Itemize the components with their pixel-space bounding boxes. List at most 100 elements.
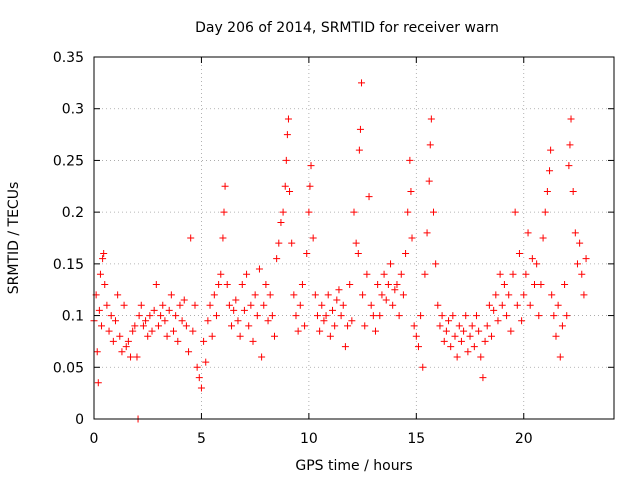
- data-point: [152, 281, 160, 289]
- axis-ticks: 0 5 10 15 20 0 0.05 0.1 0.15 0.2 0.25 0.3 0.35: [53, 50, 614, 447]
- data-point: [270, 332, 278, 340]
- data-point: [552, 332, 560, 340]
- data-point: [496, 270, 504, 278]
- data-point: [277, 218, 285, 226]
- data-point: [389, 301, 397, 309]
- data-point: [520, 291, 528, 299]
- data-point: [408, 234, 416, 242]
- data-point: [419, 363, 427, 371]
- data-point: [208, 332, 216, 340]
- data-point: [479, 374, 487, 382]
- data-point: [391, 286, 399, 294]
- data-point: [567, 115, 575, 123]
- x-tick-label: 20: [515, 431, 533, 447]
- data-point: [485, 301, 493, 309]
- data-point: [296, 301, 304, 309]
- data-point: [223, 281, 231, 289]
- data-point: [546, 167, 554, 175]
- data-point: [333, 296, 341, 304]
- data-point: [258, 353, 266, 361]
- data-point: [217, 270, 225, 278]
- data-point: [249, 337, 257, 345]
- plot-frame: [93, 56, 615, 420]
- data-point: [558, 322, 566, 330]
- data-point: [142, 317, 150, 325]
- data-point: [146, 312, 154, 320]
- data-point: [576, 239, 584, 247]
- data-point: [339, 301, 347, 309]
- data-point: [114, 291, 122, 299]
- data-point: [111, 317, 119, 325]
- data-point: [286, 187, 294, 195]
- data-point: [240, 306, 248, 314]
- data-point: [382, 296, 390, 304]
- data-point: [397, 270, 405, 278]
- data-point: [311, 291, 319, 299]
- data-point: [528, 255, 536, 263]
- data-point: [561, 281, 569, 289]
- data-point: [457, 337, 465, 345]
- data-point: [434, 301, 442, 309]
- data-point: [488, 332, 496, 340]
- y-tick-label: 0.05: [53, 360, 84, 376]
- data-point: [468, 322, 476, 330]
- data-point: [335, 286, 343, 294]
- data-point: [96, 270, 104, 278]
- data-point: [432, 260, 440, 268]
- data-point: [346, 281, 354, 289]
- data-point: [206, 301, 214, 309]
- data-point: [490, 306, 498, 314]
- data-point: [550, 312, 558, 320]
- data-point: [202, 358, 210, 366]
- data-point: [221, 182, 229, 190]
- grid-lines: [94, 57, 614, 419]
- data-point: [547, 146, 555, 154]
- data-point: [273, 255, 281, 263]
- data-point: [150, 306, 158, 314]
- data-point: [356, 125, 364, 133]
- data-point: [210, 291, 218, 299]
- data-point: [268, 312, 276, 320]
- data-point: [185, 348, 193, 356]
- data-point: [174, 337, 182, 345]
- x-tick-label: 10: [300, 431, 318, 447]
- data-point: [307, 162, 315, 170]
- data-point: [316, 327, 324, 335]
- data-point: [573, 260, 581, 268]
- data-point: [352, 239, 360, 247]
- data-point: [137, 301, 145, 309]
- data-point: [404, 208, 412, 216]
- data-point: [475, 327, 483, 335]
- data-point: [167, 291, 175, 299]
- data-point: [247, 301, 255, 309]
- data-point: [236, 332, 244, 340]
- data-point: [374, 281, 382, 289]
- data-point: [275, 239, 283, 247]
- data-point: [535, 312, 543, 320]
- data-point: [466, 332, 474, 340]
- data-point: [460, 327, 468, 335]
- data-point: [238, 281, 246, 289]
- data-point: [215, 281, 223, 289]
- y-tick-label: 0.2: [62, 205, 84, 221]
- data-point: [355, 146, 363, 154]
- data-point: [376, 312, 384, 320]
- data-point: [326, 332, 334, 340]
- data-point: [109, 337, 117, 345]
- y-tick-label: 0.15: [53, 257, 84, 273]
- data-point: [288, 239, 296, 247]
- data-point: [279, 208, 287, 216]
- data-point: [358, 79, 366, 87]
- data-point: [329, 306, 337, 314]
- data-point: [163, 332, 171, 340]
- data-point: [320, 317, 328, 325]
- data-point: [492, 291, 500, 299]
- data-point: [410, 322, 418, 330]
- data-point: [253, 312, 261, 320]
- data-point: [99, 255, 107, 263]
- data-point: [378, 291, 386, 299]
- data-point: [306, 182, 314, 190]
- data-point: [477, 353, 485, 361]
- data-point: [380, 270, 388, 278]
